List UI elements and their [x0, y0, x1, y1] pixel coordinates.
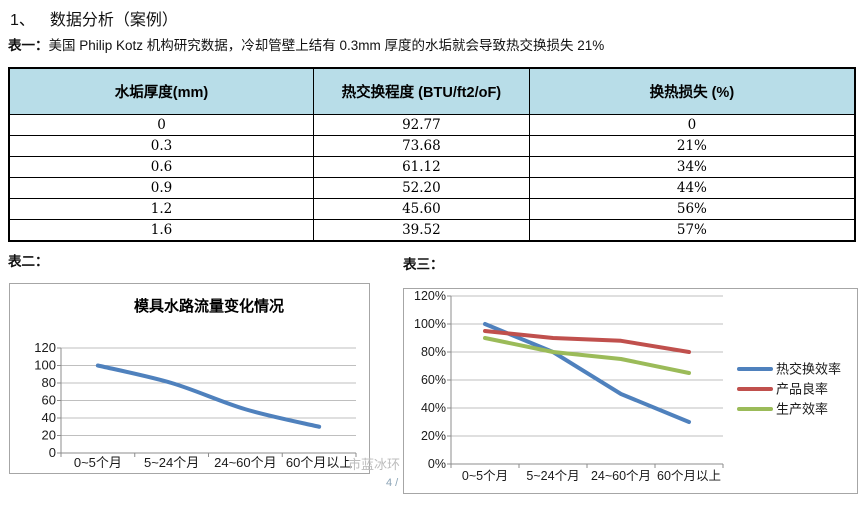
- heading-text: 数据分析（案例）: [49, 12, 178, 29]
- y-tick-label: 80%: [421, 345, 446, 359]
- table-cell: 56%: [528, 198, 856, 220]
- table-cell: 0: [8, 114, 315, 136]
- table-cell: 39.52: [313, 219, 530, 242]
- x-tick-label: 5~24个月: [526, 469, 579, 483]
- y-tick-label: 40%: [421, 401, 446, 415]
- legend-label: 热交换效率: [776, 362, 841, 377]
- heading-number: 1、: [10, 12, 35, 29]
- series-line: [483, 329, 691, 354]
- x-tick-label: 0~5个月: [74, 455, 122, 470]
- y-tick-label: 120: [34, 340, 56, 355]
- table-header-cell: 热交换程度 (BTU/ft2/oF): [313, 67, 530, 115]
- table-row: 0.3 73.68 21%: [8, 135, 856, 157]
- page-title: 1、 数据分析（案例）: [10, 6, 178, 30]
- flow-line-chart: 120 100 80 60 40 20 0 0~5个月 5~24个月 24~60个月 60个月以上 模…: [34, 297, 357, 470]
- table-cell: 44%: [528, 177, 856, 199]
- table-cell: 45.60: [313, 198, 530, 220]
- y-tick-label: 20%: [421, 429, 446, 443]
- table-cell: 34%: [528, 156, 856, 178]
- x-tick-label: 60个月以上: [286, 455, 352, 470]
- x-tick-label: 5~24个月: [144, 455, 199, 470]
- y-tick-label: 60%: [421, 373, 446, 387]
- y-tick-label: 0%: [428, 457, 446, 471]
- series-line: [95, 363, 322, 429]
- y-tick-label: 60: [42, 393, 56, 408]
- y-tick-label: 40: [42, 410, 56, 425]
- table-cell: 0.9: [8, 177, 315, 199]
- table-cell: 92.77: [313, 114, 530, 136]
- x-tick-label: 0~5个月: [462, 469, 508, 483]
- table-cell: 61.12: [313, 156, 530, 178]
- table-header-cell: 换热损失 (%): [528, 67, 856, 115]
- y-tick-label: 100%: [414, 317, 446, 331]
- y-tick-label: 80: [42, 375, 56, 390]
- chart2-label: 表二：: [8, 254, 49, 269]
- series-line: [483, 322, 691, 424]
- table-cell: 0.6: [8, 156, 315, 178]
- page-number: 4 /: [386, 477, 399, 489]
- table-row: 1.6 39.52 57%: [8, 219, 856, 242]
- chart-efficiency-box: 120% 100% 80% 60% 40% 20% 0% 0~5个月 5~24个月 24~60个月…: [403, 288, 858, 494]
- y-tick-label: 100: [34, 358, 56, 373]
- chart-flow-change-box: 120 100 80 60 40 20 0 0~5个月 5~24个月 24~60个月 60个月以上 模…: [9, 283, 370, 474]
- table1-caption-text: 美国 Philip Kotz 机构研究数据，冷却管壁上结有 0.3mm 厚度的水…: [48, 38, 605, 53]
- y-tick-label: 20: [42, 428, 56, 443]
- table-cell: 21%: [528, 135, 856, 157]
- table-cell: 73.68: [313, 135, 530, 157]
- y-tick-label: 0: [49, 445, 56, 460]
- table-row: 0 92.77 0: [8, 114, 856, 136]
- x-tick-label: 24~60个月: [214, 455, 277, 470]
- efficiency-line-chart: 120% 100% 80% 60% 40% 20% 0% 0~5个月 5~24个月 24~60个月…: [414, 289, 841, 483]
- table-row: 0.6 61.12 34%: [8, 156, 856, 178]
- table-row: 1.2 45.60 56%: [8, 198, 856, 220]
- table-header-row: 水垢厚度(mm) 热交换程度 (BTU/ft2/oF) 换热损失 (%): [8, 67, 856, 115]
- legend-label: 产品良率: [776, 382, 828, 397]
- y-tick-label: 120%: [414, 289, 446, 303]
- series-line: [483, 336, 691, 375]
- scale-data-table: 水垢厚度(mm) 热交换程度 (BTU/ft2/oF) 换热损失 (%) 0 92.7…: [8, 67, 856, 242]
- legend-label: 生产效率: [776, 402, 828, 417]
- table-cell: 1.6: [8, 219, 315, 242]
- table-cell: 57%: [528, 219, 856, 242]
- table-row: 0.9 52.20 44%: [8, 177, 856, 199]
- table1-caption-label: 表一：: [8, 38, 49, 53]
- table-cell: 0.3: [8, 135, 315, 157]
- table-header-cell: 水垢厚度(mm): [8, 67, 315, 115]
- table1-caption: 表一：美国 Philip Kotz 机构研究数据，冷却管壁上结有 0.3mm 厚…: [8, 34, 604, 54]
- x-tick-label: 24~60个月: [591, 469, 651, 483]
- x-tick-label: 60个月以上: [657, 469, 721, 483]
- watermark-text: 市蓝冰环: [348, 457, 401, 472]
- chart-title: 模具水路流量变化情况: [134, 297, 284, 315]
- table-cell: 52.20: [313, 177, 530, 199]
- table-cell: 1.2: [8, 198, 315, 220]
- chart3-label: 表三：: [403, 257, 444, 272]
- table-cell: 0: [528, 114, 856, 136]
